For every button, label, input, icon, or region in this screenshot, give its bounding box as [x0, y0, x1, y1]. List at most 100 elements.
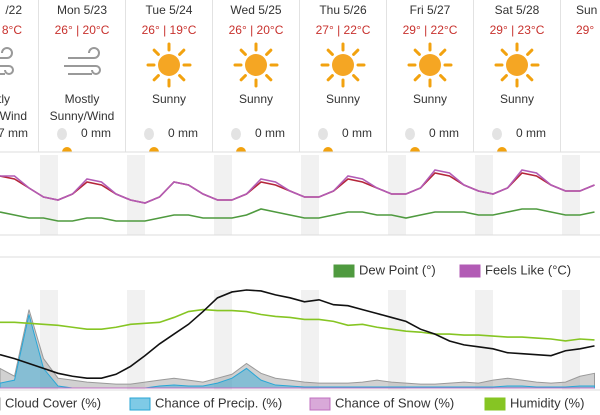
- day-date: Wed 5/25: [230, 3, 281, 17]
- day-condition: stly: [0, 92, 10, 106]
- line: [0, 169, 595, 204]
- weather-icon: [146, 42, 192, 88]
- sunrise-icon: [149, 147, 159, 152]
- night-band: [562, 155, 580, 235]
- line: [0, 308, 595, 342]
- weather-icon: [407, 42, 453, 88]
- legend-label: Humidity (%): [510, 395, 584, 410]
- precip-icon: [405, 128, 415, 140]
- sun-ray: [439, 74, 447, 82]
- day-temps: 26° | 20°C: [55, 23, 110, 37]
- sunrise-icon: [323, 147, 333, 152]
- day-condition: Mostly: [65, 92, 100, 106]
- sun: [419, 54, 441, 76]
- day-precip: 0 mm: [81, 126, 111, 140]
- day-date: Mon 5/23: [57, 3, 107, 17]
- sunrise-icon: [62, 147, 72, 152]
- legend-label: Chance of Snow (%): [335, 395, 454, 410]
- weather-icon: [233, 42, 279, 88]
- sun-ray: [326, 48, 334, 56]
- sun-ray: [439, 48, 447, 56]
- sun-ray: [239, 74, 247, 82]
- precip-icon: [57, 128, 67, 140]
- sun-ray: [152, 48, 160, 56]
- legend-swatch: [333, 264, 355, 278]
- legend-label: Feels Like (°C): [485, 262, 571, 277]
- day-precip: 7 mm: [0, 126, 28, 140]
- day-date: Tue 5/24: [146, 3, 193, 17]
- legend-swatch: [309, 397, 331, 411]
- night-band: [475, 290, 493, 390]
- day-date: Thu 5/26: [319, 3, 367, 17]
- sun-ray: [239, 48, 247, 56]
- night-band: [214, 290, 232, 390]
- night-band: [388, 155, 406, 235]
- legend-swatch: [459, 264, 481, 278]
- sun-ray: [526, 74, 534, 82]
- day-precip: 0 mm: [255, 126, 285, 140]
- sun: [506, 54, 528, 76]
- day-date: Fri 5/27: [410, 3, 451, 17]
- day-precip: 0 mm: [342, 126, 372, 140]
- weather-icon: [0, 47, 14, 75]
- day-temps: 26° | 19°C: [142, 23, 197, 37]
- line: [0, 289, 595, 379]
- legend-swatch: [129, 397, 151, 411]
- day-precip: 0 mm: [168, 126, 198, 140]
- night-band: [301, 290, 319, 390]
- legend-swatch: [484, 397, 506, 411]
- day-temps: 27° | 22°C: [316, 23, 371, 37]
- day-condition: Sunny: [500, 92, 534, 106]
- sun-ray: [178, 48, 186, 56]
- day-condition: Sunny: [152, 92, 186, 106]
- sun-ray: [265, 74, 273, 82]
- day-temps: 26° | 20°C: [229, 23, 284, 37]
- sun-ray: [413, 74, 421, 82]
- day-date: /22: [5, 3, 22, 17]
- night-band: [388, 290, 406, 390]
- sun-ray: [352, 74, 360, 82]
- day-condition: Sunny: [326, 92, 360, 106]
- day-temps: 29° | 22°C: [403, 23, 458, 37]
- sun-ray: [526, 48, 534, 56]
- sun: [245, 54, 267, 76]
- precip-icon: [144, 128, 154, 140]
- day-condition: /Wind: [0, 109, 27, 123]
- night-band: [301, 155, 319, 235]
- sun-ray: [413, 48, 421, 56]
- weather-icon: [64, 47, 101, 75]
- wind-curl: [88, 47, 101, 75]
- legend-label: Chance of Precip. (%): [155, 395, 282, 410]
- wind-curl: [1, 47, 14, 75]
- line: [0, 208, 595, 222]
- weather-icon: [494, 42, 540, 88]
- day-precip: 0 mm: [429, 126, 459, 140]
- night-band: [475, 155, 493, 235]
- sun: [332, 54, 354, 76]
- night-band: [214, 155, 232, 235]
- day-date: Sat 5/28: [495, 3, 540, 17]
- sun-ray: [500, 74, 508, 82]
- night-band: [127, 290, 145, 390]
- sunrise-icon: [497, 147, 507, 152]
- sun-ray: [500, 48, 508, 56]
- day-temps: 8°C: [2, 23, 22, 37]
- day-temps: 29°: [576, 23, 594, 37]
- day-condition: Sunny: [239, 92, 273, 106]
- weather-icon: [320, 42, 366, 88]
- night-band: [127, 155, 145, 235]
- day-condition: Sunny: [413, 92, 447, 106]
- sun-ray: [152, 74, 160, 82]
- precip-icon: [231, 128, 241, 140]
- day-date: Sun: [576, 3, 597, 17]
- sunrise-icon: [236, 147, 246, 152]
- legend-label: Dew Point (°): [359, 262, 436, 277]
- night-band: [40, 290, 58, 390]
- sun-ray: [178, 74, 186, 82]
- day-precip: 0 mm: [516, 126, 546, 140]
- day-temps: 29° | 23°C: [490, 23, 545, 37]
- sunrise-icon: [410, 147, 420, 152]
- precip-icon: [318, 128, 328, 140]
- legend-label: Cloud Cover (%): [5, 395, 101, 410]
